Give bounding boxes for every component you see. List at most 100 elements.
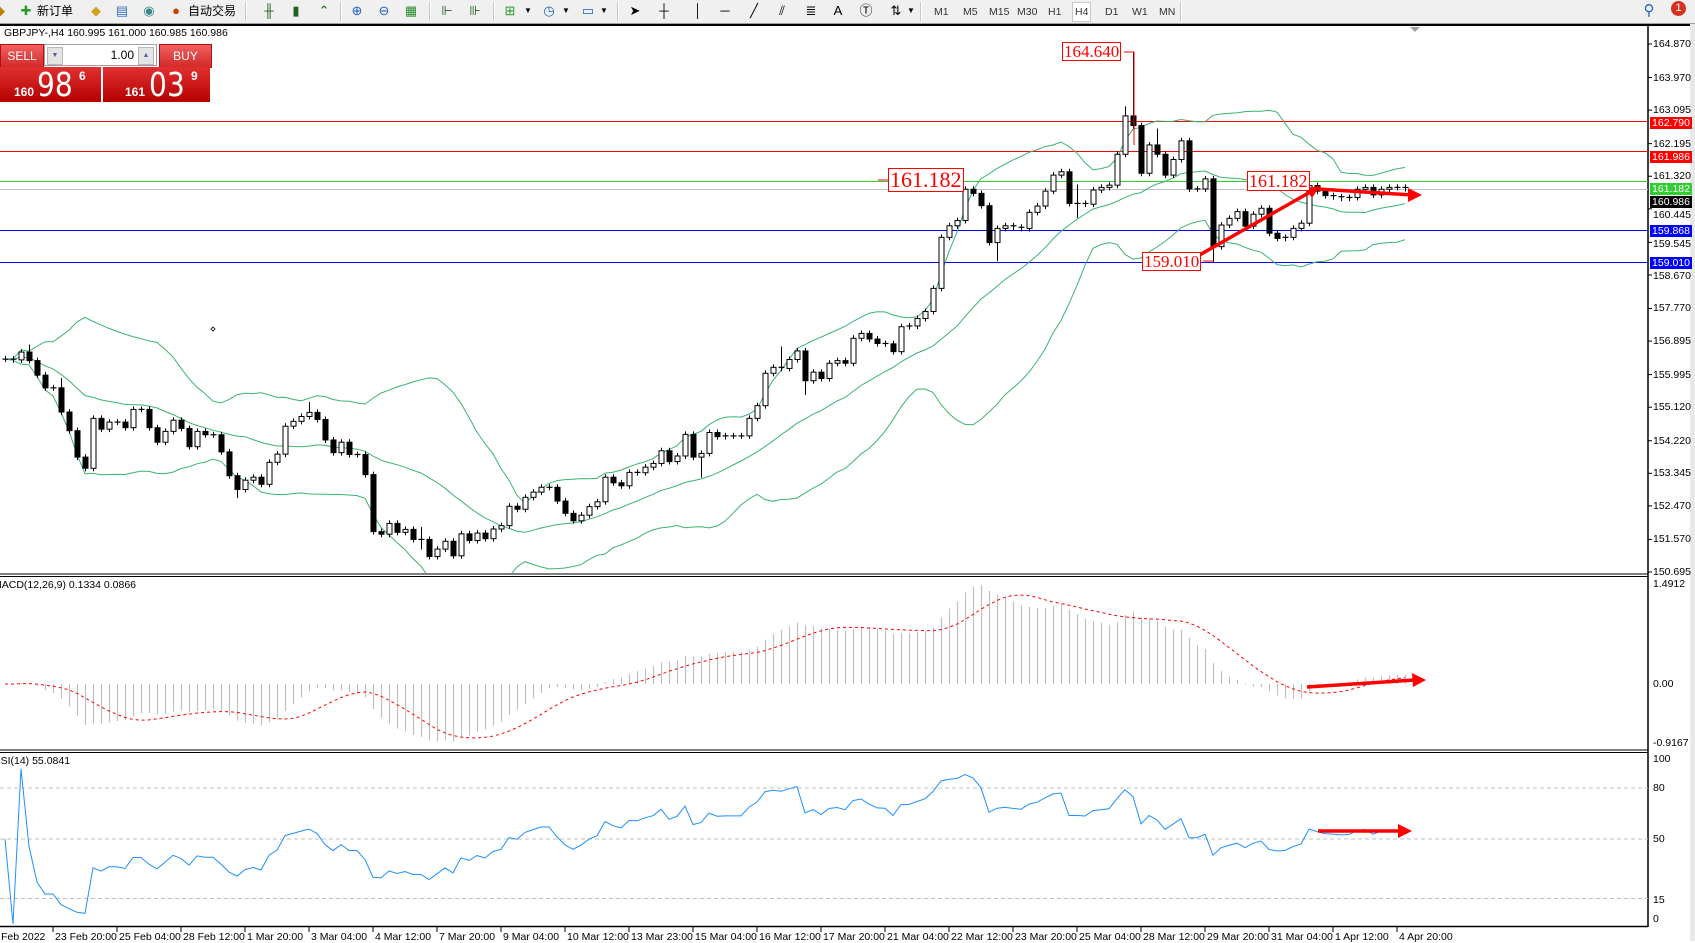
text-box-icon[interactable]: Ⓣ — [859, 3, 873, 18]
candle-body-bear — [218, 434, 225, 453]
lot-increase-icon[interactable]: ▲ — [138, 47, 154, 65]
time-axis-label: 4 Mar 12:00 — [375, 931, 432, 943]
annotation-high-label[interactable]: 164.640 — [1062, 42, 1122, 61]
zoom-in-icon[interactable]: ⊕ — [351, 3, 363, 18]
candle — [1010, 222, 1017, 231]
fibonacci-icon[interactable]: ≣ — [805, 3, 817, 18]
chevron-down-icon[interactable]: ▼ — [562, 6, 570, 15]
candle-body-bear — [74, 430, 81, 458]
candle — [370, 471, 377, 535]
search-icon[interactable]: ⚲ — [1643, 2, 1655, 19]
annotation-level-label-2[interactable]: 161.182 — [1247, 171, 1310, 191]
timeframe-h1[interactable]: H1 — [1048, 6, 1062, 18]
candle-body-bear — [1154, 144, 1161, 155]
toolbar: ◆ ✚ 新订单 ◆ ▤ ◉ ● 自动交易 ╫ ▮ ⌃ ⊕ ⊖ ▦ ⊩ ⊪ ⊞ ▼… — [0, 0, 1695, 24]
crosshair-icon[interactable]: ┼ — [659, 3, 669, 18]
candle-body-bull — [914, 318, 921, 327]
annotation-level-label[interactable]: 161.182 — [888, 167, 964, 192]
auto-trading-button[interactable]: 自动交易 — [188, 4, 237, 18]
candle-body-bear — [234, 475, 241, 491]
candle-body-bear — [1274, 232, 1281, 239]
lot-decrease-icon[interactable]: ▼ — [47, 47, 63, 65]
zoom-out-icon[interactable]: ⊖ — [378, 3, 390, 18]
candle-body-bear — [570, 512, 577, 522]
candle — [946, 222, 953, 241]
rsi-label: RSI(14) 55.0841 — [0, 755, 71, 767]
chevron-down-icon[interactable]: ▼ — [907, 6, 915, 15]
candle-body-bull — [506, 505, 513, 527]
lot-size-field[interactable]: ▼ 1.00 ▲ — [44, 44, 157, 66]
timeframe-h4[interactable]: H4 — [1072, 2, 1092, 22]
bid-price-box[interactable]: 160 98 6 — [0, 65, 101, 104]
rsi-trend-arrow[interactable] — [1318, 824, 1412, 838]
chart-shift-icon[interactable]: ⊪ — [469, 3, 481, 18]
candle — [42, 372, 49, 391]
signals-icon[interactable]: ◉ — [143, 3, 155, 18]
chart-window — [0, 24, 1690, 932]
timeframe-mn[interactable]: MN — [1159, 6, 1176, 18]
periods-icon[interactable]: ◷ — [543, 3, 555, 18]
candle — [1298, 220, 1305, 232]
candlestick-icon[interactable]: ▮ — [292, 3, 300, 18]
candle-body-bull — [242, 479, 249, 491]
candle-body-bear — [986, 205, 993, 244]
auto-trading-icon[interactable]: ● — [172, 3, 180, 18]
lot-value[interactable]: 1.00 — [110, 48, 134, 62]
history-icon[interactable]: ▤ — [115, 3, 129, 18]
candle — [906, 323, 913, 330]
chevron-down-icon[interactable]: ▼ — [524, 6, 532, 15]
candle-body-bull — [922, 310, 929, 320]
timeframe-w1[interactable]: W1 — [1132, 6, 1148, 18]
cursor-icon[interactable]: ➤ — [629, 3, 641, 18]
bar-chart-icon[interactable]: ╫ — [264, 3, 274, 18]
toolbar-separator — [493, 2, 495, 21]
ask-price-prefix: 161 — [125, 85, 146, 99]
timeframe-m1[interactable]: M1 — [934, 6, 949, 18]
chart-shift-marker[interactable] — [1410, 27, 1420, 32]
time-axis-label: 1 Mar 20:00 — [247, 931, 304, 943]
ask-price-box[interactable]: 161 03 9 — [103, 65, 210, 104]
candle — [746, 415, 753, 439]
trend-arrow-flat[interactable] — [1317, 187, 1422, 202]
candle — [274, 451, 281, 466]
market-watch-icon[interactable]: ◆ — [91, 3, 101, 18]
candle-body-bull — [954, 220, 961, 227]
candle — [1042, 188, 1049, 210]
candle — [282, 423, 289, 458]
timeframe-m5[interactable]: M5 — [963, 6, 978, 18]
candle-body-bull — [626, 471, 633, 487]
trendline-icon[interactable]: ╱ — [750, 3, 758, 18]
tile-windows-icon[interactable]: ▦ — [404, 3, 418, 18]
candle — [290, 418, 297, 430]
time-axis-label: 9 Mar 04:00 — [503, 931, 560, 943]
arrows-icon[interactable]: ⇅ — [890, 3, 902, 18]
time-axis-label: 22 Mar 12:00 — [951, 931, 1013, 943]
annotation-low-label[interactable]: 159.010 — [1142, 252, 1202, 271]
timeframe-m30[interactable]: M30 — [1017, 6, 1038, 18]
candle-body-bull — [1298, 222, 1305, 229]
candle — [570, 510, 577, 524]
candle-body-bull — [170, 419, 177, 432]
new-order-icon[interactable]: ✚ — [20, 3, 32, 18]
candle-body-bull — [770, 366, 777, 374]
object-anchor-marker[interactable] — [210, 326, 216, 332]
templates-icon[interactable]: ▭ — [581, 3, 595, 18]
candle-body-bear — [154, 427, 161, 443]
horizontal-line-icon[interactable]: ─ — [720, 3, 730, 18]
channel-icon[interactable]: ⫽ — [779, 3, 785, 18]
indicators-icon[interactable]: ⊞ — [504, 3, 516, 18]
candle-body-bull — [794, 350, 801, 361]
new-order-button[interactable]: 新订单 — [37, 4, 74, 18]
notification-badge[interactable]: 1 — [1671, 1, 1686, 16]
macd-trend-arrow[interactable] — [1306, 673, 1426, 689]
text-label-icon[interactable]: A — [833, 3, 843, 18]
vertical-line-icon[interactable]: │ — [693, 3, 703, 18]
auto-scroll-icon[interactable]: ⊩ — [441, 3, 453, 18]
candle — [314, 409, 321, 423]
candle-body-bull — [194, 430, 201, 448]
chevron-down-icon[interactable]: ▼ — [600, 6, 608, 15]
line-chart-icon[interactable]: ⌃ — [318, 3, 330, 18]
timeframe-m15[interactable]: M15 — [989, 6, 1010, 18]
timeframe-d1[interactable]: D1 — [1105, 6, 1119, 18]
